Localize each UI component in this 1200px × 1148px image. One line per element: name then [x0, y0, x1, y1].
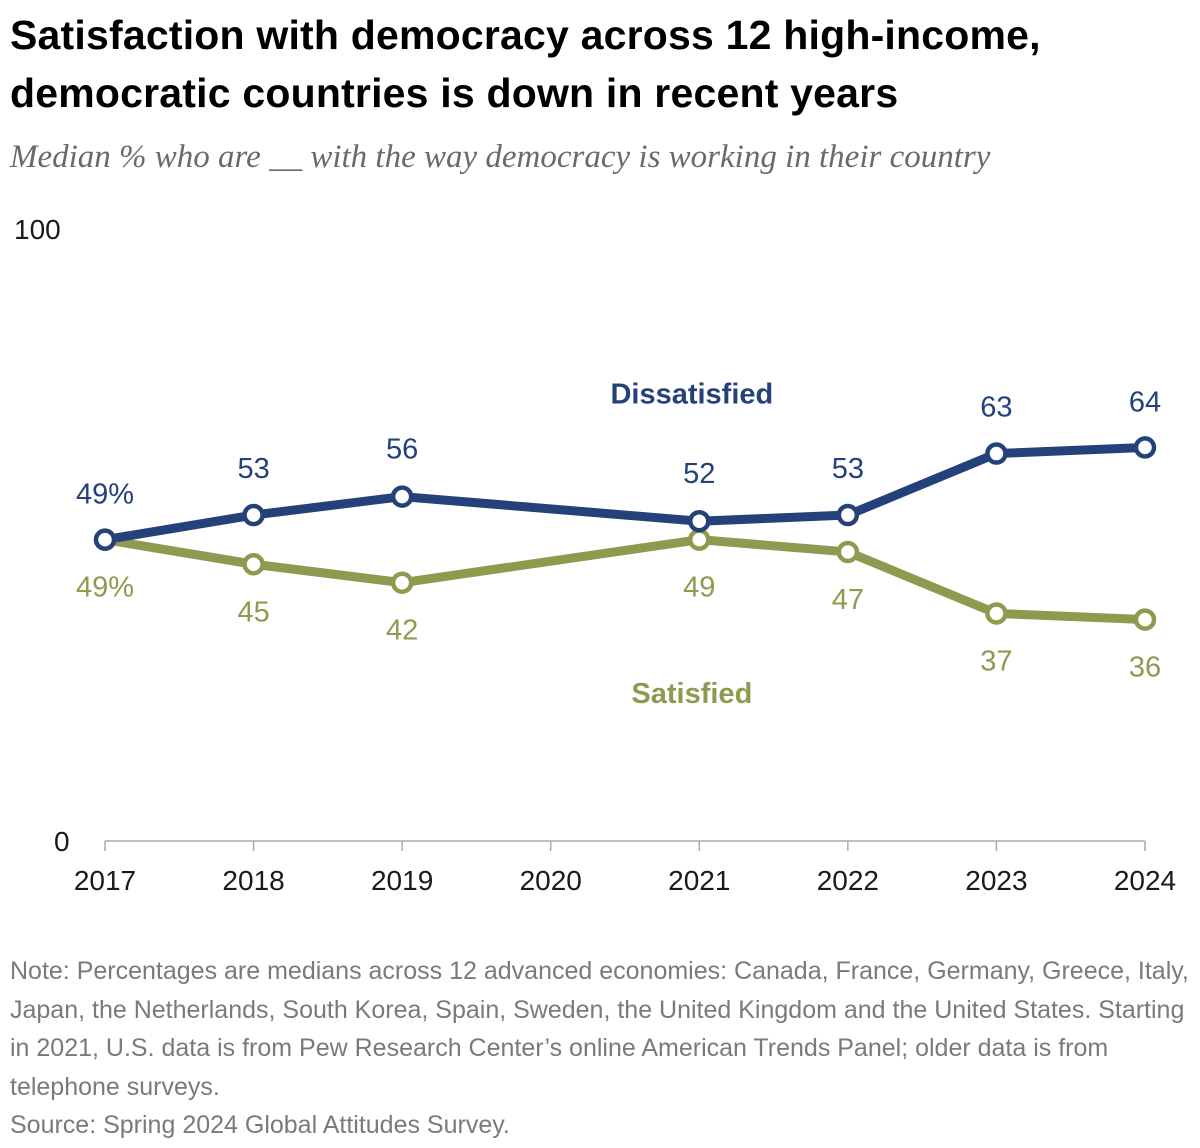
note-text: Note: Percentages are medians across 12 …	[10, 957, 1189, 1101]
x-tick-label: 2017	[74, 865, 136, 896]
data-point-satisfied	[836, 540, 860, 564]
data-point-dissatisfied	[836, 503, 860, 527]
data-label-satisfied: 36	[1129, 652, 1161, 684]
data-point-dissatisfied	[985, 442, 1008, 465]
x-tick-label: 2021	[668, 865, 730, 896]
data-point-satisfied	[985, 602, 1008, 625]
data-label-satisfied: 42	[386, 615, 418, 647]
series-name-label: Dissatisfied	[610, 378, 773, 410]
x-tick-label: 2023	[965, 865, 1027, 896]
data-point-satisfied	[242, 553, 265, 576]
data-label-dissatisfied: 53	[832, 453, 864, 485]
data-point-dissatisfied	[242, 503, 265, 527]
data-point-dissatisfied	[1133, 436, 1157, 459]
data-label-dissatisfied: 52	[683, 458, 715, 490]
data-label-satisfied: 47	[832, 584, 864, 616]
x-tick-label: 2020	[520, 865, 582, 896]
data-point-satisfied	[390, 571, 414, 594]
data-label-satisfied: 45	[237, 596, 269, 628]
data-label-satisfied: 49%	[76, 572, 134, 604]
data-label-dissatisfied: 63	[980, 392, 1012, 424]
chart-subtitle: Median % who are __ with the way democra…	[10, 139, 991, 175]
data-label-dissatisfied: 56	[386, 434, 418, 466]
data-label-dissatisfied: 49%	[76, 479, 134, 511]
data-point-satisfied	[688, 528, 711, 551]
line-chart: 2017 2018 2019 2020 2021 2022 2023 2024 0 100 49%…	[14, 214, 1176, 896]
data-point-dissatisfied	[688, 509, 711, 533]
data-label-satisfied: 37	[980, 645, 1012, 677]
series-name-label: Satisfied	[631, 678, 752, 710]
data-point-dissatisfied	[390, 485, 414, 508]
y-tick-label: 100	[14, 214, 61, 245]
x-tick-label: 2018	[222, 865, 284, 896]
source-text: Source: Spring 2024 Global Attitudes Sur…	[10, 1111, 510, 1139]
data-label-dissatisfied: 53	[237, 453, 269, 485]
x-tick-label: 2024	[1114, 865, 1176, 896]
chart-note: Note: Percentages are medians across 12 …	[10, 952, 1195, 1145]
data-label-dissatisfied: 64	[1129, 386, 1161, 418]
data-point-dissatisfied	[93, 528, 117, 551]
chart-title: Satisfaction with democracy across 12 hi…	[10, 12, 1041, 116]
x-tick-label: 2022	[817, 865, 879, 896]
data-label-satisfied: 49	[683, 572, 715, 604]
data-point-satisfied	[1133, 608, 1157, 631]
y-tick-label: 0	[54, 826, 70, 857]
x-tick-label: 2019	[371, 865, 433, 896]
